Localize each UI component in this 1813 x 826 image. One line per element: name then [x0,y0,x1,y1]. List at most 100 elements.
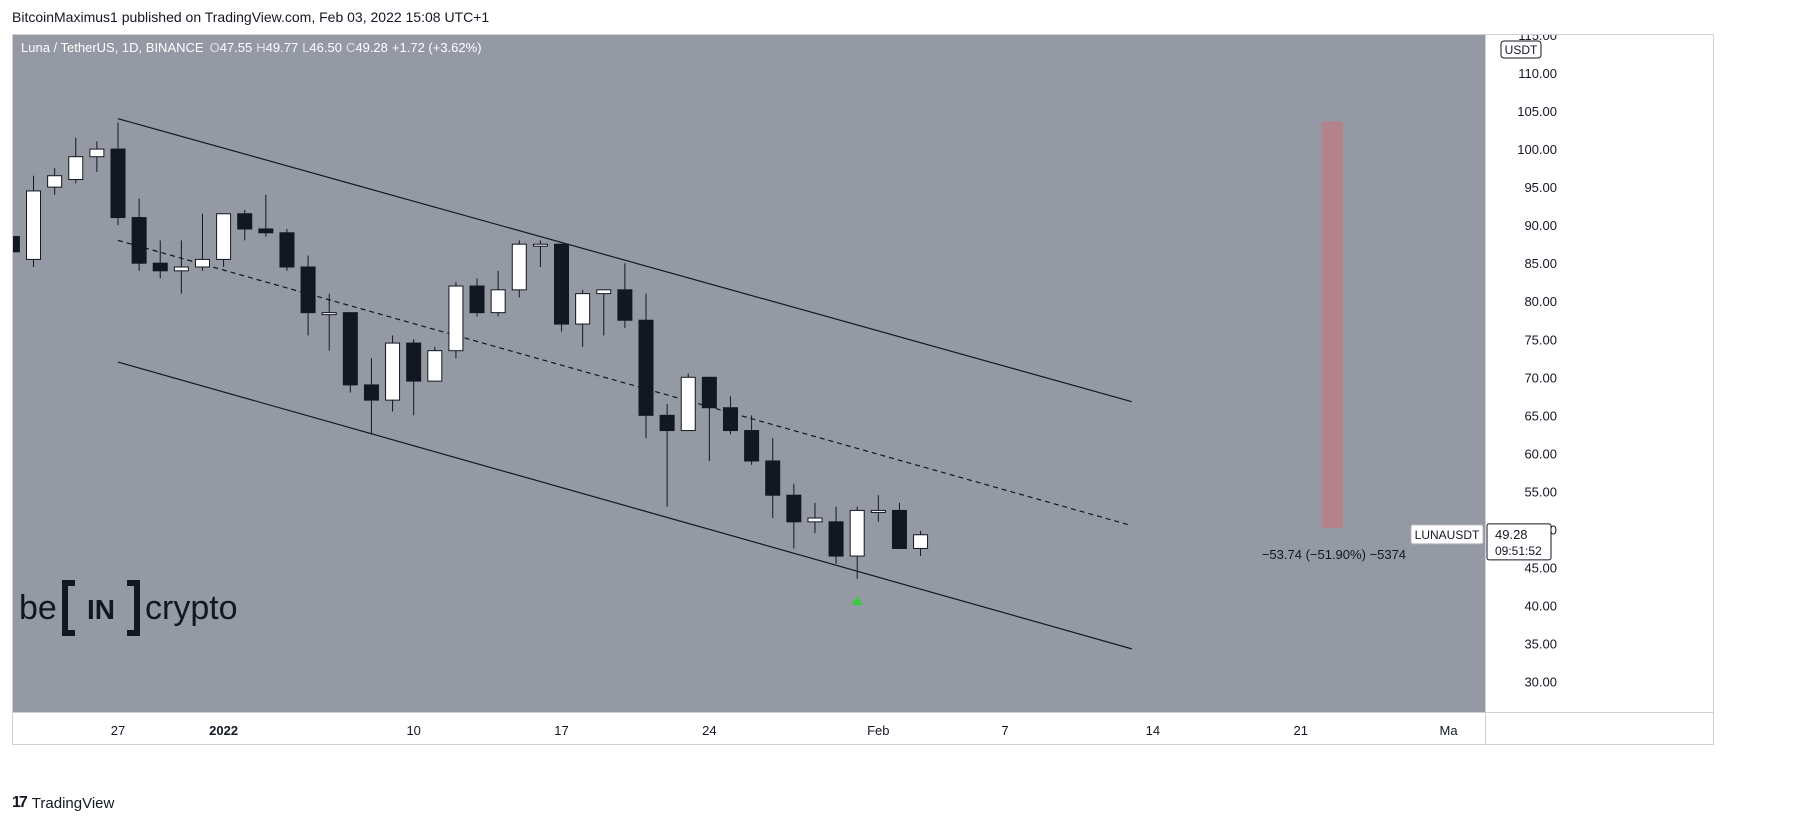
price-tick-label: 80.00 [1524,294,1557,309]
candle-bear[interactable] [765,460,781,496]
price-tick-label-top: 115.00 [1518,35,1557,43]
watermark-in: IN [87,594,115,625]
price-tick-label: 35.00 [1524,637,1557,652]
candle-bear[interactable] [891,509,907,549]
footer: 17 TradingView [12,794,114,812]
price-tick-label: 55.00 [1524,484,1557,499]
candle-bear[interactable] [279,232,295,268]
candle-bear[interactable] [554,243,570,325]
candle-bull[interactable] [216,213,232,260]
price-tick-label: 70.00 [1524,370,1557,385]
close-label: C [346,40,355,55]
candle-bull[interactable] [385,342,401,401]
tradingview-logo-icon: 17 [12,794,28,811]
watermark-bracket-icon [62,580,140,636]
candle-bear[interactable] [237,213,253,230]
candle-bull[interactable] [427,350,443,382]
candle-bear[interactable] [744,430,760,462]
candle-bear[interactable] [828,521,844,557]
price-tick-label: 45.00 [1524,560,1557,575]
candle-bull[interactable] [68,156,84,181]
change-value: +1.72 (+3.62%) [392,40,482,55]
candle-bear[interactable] [617,289,633,321]
time-tick-label: 21 [1293,723,1307,738]
price-chart[interactable]: Luna / TetherUS, 1D, BINANCE O47.55 H49.77… [13,35,1714,745]
candle-bear[interactable] [786,494,802,523]
high-label: H [256,40,265,55]
watermark-be: be [19,589,57,627]
time-tick-label: 24 [702,723,716,738]
candle-bull[interactable] [807,517,823,523]
price-axis[interactable] [1485,35,1714,745]
candle-bull[interactable] [511,243,527,291]
price-tick-label: 60.00 [1524,446,1557,461]
candle-bear[interactable] [722,407,738,432]
symbol-title: Luna / TetherUS, 1D, BINANCE [21,40,204,55]
unit-badge[interactable] [1500,40,1542,59]
candle-bull[interactable] [575,293,591,325]
candle-bear[interactable] [638,319,654,416]
time-tick-label: 17 [554,723,568,738]
candle-bull[interactable] [913,534,929,549]
symbol-tag[interactable] [1410,524,1484,545]
time-tick-label: 7 [1001,723,1008,738]
candle-bull[interactable] [89,148,105,158]
price-tick-label: 30.00 [1524,675,1557,690]
candle-bear[interactable] [131,217,147,264]
time-tick-label: Ma [1440,723,1459,738]
candle-bull[interactable] [448,285,464,352]
publish-info: BitcoinMaximus1 published on TradingView… [12,9,490,25]
plot-area[interactable] [13,35,1485,712]
candle-bear[interactable] [659,414,675,432]
price-tick-label: 100.00 [1517,142,1557,157]
candle-bull[interactable] [532,243,548,247]
candle-bear[interactable] [258,228,274,234]
target-range-bar[interactable] [1321,121,1343,528]
candle-bull[interactable] [47,175,63,188]
measure-label: −53.74 (−51.90%) −5374 [1262,547,1406,562]
buy-arrow-icon [851,595,864,605]
time-axis[interactable] [13,712,1485,745]
watermark-crypto: crypto [145,589,238,627]
candle-bull[interactable] [26,190,42,260]
bar-countdown: 09:51:52 [1495,544,1542,558]
price-tick-label: 90.00 [1524,218,1557,233]
price-tick-label: 75.00 [1524,332,1557,347]
candle-bull[interactable] [870,509,886,513]
candle-bull[interactable] [680,376,696,432]
last-price-tag[interactable] [1486,523,1552,561]
low-label: L [302,40,309,55]
candle-bear[interactable] [342,312,358,386]
close-value: 49.28 [355,40,388,55]
open-value: 47.55 [220,40,253,55]
price-tick-label: 65.00 [1524,408,1557,423]
channel-middle-line[interactable] [117,239,1132,527]
candle-bear[interactable] [110,148,126,219]
candle-bear[interactable] [701,376,717,409]
time-tick-label: 14 [1146,723,1160,738]
time-tick-label: Feb [867,723,889,738]
time-tick-label: 10 [406,723,420,738]
channel-upper-line[interactable] [117,118,1132,403]
candle-bull[interactable] [321,312,337,316]
candle-bull[interactable] [596,289,612,295]
candle-bull[interactable] [490,289,506,314]
chart-frame[interactable]: Luna / TetherUS, 1D, BINANCE O47.55 H49.77… [12,34,1714,745]
price-tick-label: 105.00 [1517,104,1557,119]
footer-brand: TradingView [31,794,115,812]
channel-lower-line[interactable] [117,361,1132,650]
candle-bear[interactable] [13,236,20,253]
candle-bull[interactable] [194,258,210,268]
candle-bull[interactable] [849,509,865,557]
candle-bull[interactable] [173,266,189,272]
candle-bear[interactable] [469,285,485,314]
candle-bear[interactable] [363,384,379,401]
candle-bear[interactable] [406,342,422,382]
candle-bear[interactable] [152,262,168,272]
candle-bear[interactable] [300,266,316,314]
price-tick-label: 85.00 [1524,256,1557,271]
open-label: O [210,40,220,55]
symbol-info: Luna / TetherUS, 1D, BINANCE O47.55 H49.77… [21,40,482,55]
time-tick-label: 27 [111,723,125,738]
price-tick-label: 95.00 [1524,180,1557,195]
